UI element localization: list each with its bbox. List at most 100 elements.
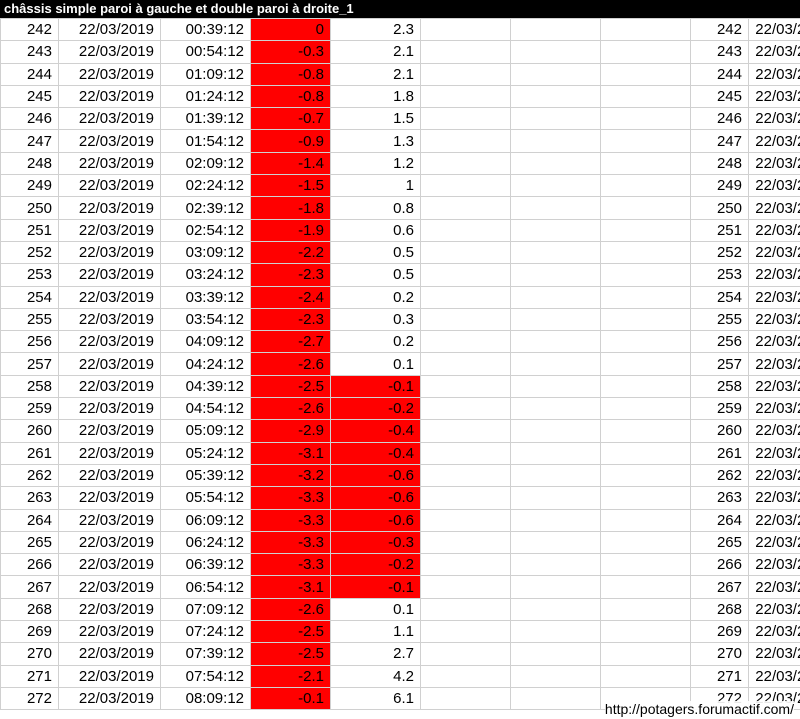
table-row[interactable]: 24622/03/201901:39:12-0.71.524622/03/201 — [1, 108, 800, 130]
cell-idx[interactable]: 260 — [1, 420, 59, 442]
cell-empty[interactable] — [511, 264, 601, 286]
cell-time[interactable]: 06:09:12 — [161, 509, 251, 531]
cell-idx[interactable]: 264 — [1, 509, 59, 531]
cell-date[interactable]: 22/03/2019 — [59, 85, 161, 107]
cell-v1[interactable]: -2.9 — [251, 420, 331, 442]
cell-date2[interactable]: 22/03/201 — [749, 19, 800, 41]
cell-empty[interactable] — [601, 554, 691, 576]
cell-v1[interactable]: -1.9 — [251, 219, 331, 241]
cell-date[interactable]: 22/03/2019 — [59, 264, 161, 286]
cell-date2[interactable]: 22/03/201 — [749, 108, 800, 130]
cell-idx[interactable]: 270 — [1, 643, 59, 665]
cell-empty[interactable] — [601, 108, 691, 130]
cell-date2[interactable]: 22/03/201 — [749, 621, 800, 643]
cell-empty[interactable] — [601, 464, 691, 486]
cell-date[interactable]: 22/03/2019 — [59, 353, 161, 375]
table-row[interactable]: 24922/03/201902:24:12-1.5124922/03/201 — [1, 175, 800, 197]
cell-idx[interactable]: 242 — [1, 19, 59, 41]
cell-idx2[interactable]: 268 — [691, 598, 749, 620]
cell-v1[interactable]: -2.3 — [251, 264, 331, 286]
cell-date[interactable]: 22/03/2019 — [59, 19, 161, 41]
cell-v2[interactable]: 0.3 — [331, 308, 421, 330]
cell-idx2[interactable]: 243 — [691, 41, 749, 63]
table-row[interactable]: 26322/03/201905:54:12-3.3-0.626322/03/20… — [1, 487, 800, 509]
table-row[interactable]: 27022/03/201907:39:12-2.52.727022/03/201 — [1, 643, 800, 665]
cell-date[interactable]: 22/03/2019 — [59, 219, 161, 241]
cell-empty[interactable] — [421, 353, 511, 375]
cell-date2[interactable]: 22/03/201 — [749, 308, 800, 330]
cell-empty[interactable] — [511, 621, 601, 643]
cell-idx2[interactable]: 261 — [691, 442, 749, 464]
cell-v1[interactable]: -2.6 — [251, 353, 331, 375]
cell-idx2[interactable]: 260 — [691, 420, 749, 442]
cell-time[interactable]: 00:54:12 — [161, 41, 251, 63]
cell-v2[interactable]: 0.1 — [331, 598, 421, 620]
cell-date2[interactable]: 22/03/201 — [749, 41, 800, 63]
cell-date2[interactable]: 22/03/201 — [749, 487, 800, 509]
cell-idx[interactable]: 263 — [1, 487, 59, 509]
cell-empty[interactable] — [601, 331, 691, 353]
cell-empty[interactable] — [601, 130, 691, 152]
cell-v1[interactable]: -0.8 — [251, 63, 331, 85]
cell-empty[interactable] — [421, 85, 511, 107]
cell-v2[interactable]: -0.6 — [331, 487, 421, 509]
cell-empty[interactable] — [421, 241, 511, 263]
cell-time[interactable]: 05:54:12 — [161, 487, 251, 509]
cell-time[interactable]: 03:54:12 — [161, 308, 251, 330]
cell-v2[interactable]: 1 — [331, 175, 421, 197]
cell-v1[interactable]: -2.1 — [251, 665, 331, 687]
cell-empty[interactable] — [421, 621, 511, 643]
cell-empty[interactable] — [511, 464, 601, 486]
cell-empty[interactable] — [421, 687, 511, 709]
cell-date2[interactable]: 22/03/201 — [749, 509, 800, 531]
cell-v1[interactable]: -3.1 — [251, 442, 331, 464]
cell-empty[interactable] — [421, 19, 511, 41]
cell-empty[interactable] — [511, 398, 601, 420]
cell-date[interactable]: 22/03/2019 — [59, 375, 161, 397]
table-row[interactable]: 24322/03/201900:54:12-0.32.124322/03/201 — [1, 41, 800, 63]
cell-v2[interactable]: 1.8 — [331, 85, 421, 107]
cell-v2[interactable]: 0.6 — [331, 219, 421, 241]
cell-idx2[interactable]: 263 — [691, 487, 749, 509]
cell-empty[interactable] — [601, 643, 691, 665]
cell-v2[interactable]: 0.5 — [331, 241, 421, 263]
table-row[interactable]: 25022/03/201902:39:12-1.80.825022/03/201 — [1, 197, 800, 219]
cell-idx[interactable]: 267 — [1, 576, 59, 598]
cell-time[interactable]: 02:54:12 — [161, 219, 251, 241]
cell-v1[interactable]: -1.4 — [251, 152, 331, 174]
cell-idx2[interactable]: 269 — [691, 621, 749, 643]
cell-v2[interactable]: 2.7 — [331, 643, 421, 665]
cell-v1[interactable]: -2.5 — [251, 375, 331, 397]
cell-v2[interactable]: 2.1 — [331, 63, 421, 85]
cell-date2[interactable]: 22/03/201 — [749, 665, 800, 687]
table-row[interactable]: 25322/03/201903:24:12-2.30.525322/03/201 — [1, 264, 800, 286]
cell-idx2[interactable]: 258 — [691, 375, 749, 397]
cell-idx2[interactable]: 264 — [691, 509, 749, 531]
cell-date[interactable]: 22/03/2019 — [59, 509, 161, 531]
cell-v1[interactable]: -1.8 — [251, 197, 331, 219]
cell-idx2[interactable]: 262 — [691, 464, 749, 486]
cell-date[interactable]: 22/03/2019 — [59, 643, 161, 665]
cell-date[interactable]: 22/03/2019 — [59, 487, 161, 509]
cell-empty[interactable] — [421, 175, 511, 197]
cell-date2[interactable]: 22/03/201 — [749, 420, 800, 442]
cell-empty[interactable] — [511, 598, 601, 620]
cell-date[interactable]: 22/03/2019 — [59, 442, 161, 464]
cell-v2[interactable]: 1.1 — [331, 621, 421, 643]
cell-empty[interactable] — [421, 554, 511, 576]
cell-date[interactable]: 22/03/2019 — [59, 286, 161, 308]
cell-v2[interactable]: 1.5 — [331, 108, 421, 130]
table-row[interactable]: 26922/03/201907:24:12-2.51.126922/03/201 — [1, 621, 800, 643]
cell-empty[interactable] — [511, 442, 601, 464]
cell-date2[interactable]: 22/03/201 — [749, 598, 800, 620]
cell-time[interactable]: 06:39:12 — [161, 554, 251, 576]
cell-date[interactable]: 22/03/2019 — [59, 576, 161, 598]
cell-empty[interactable] — [601, 175, 691, 197]
cell-empty[interactable] — [421, 331, 511, 353]
cell-time[interactable]: 05:39:12 — [161, 464, 251, 486]
cell-date2[interactable]: 22/03/201 — [749, 353, 800, 375]
cell-date2[interactable]: 22/03/201 — [749, 197, 800, 219]
cell-idx[interactable]: 271 — [1, 665, 59, 687]
cell-v2[interactable]: -0.4 — [331, 420, 421, 442]
cell-v1[interactable]: -3.3 — [251, 531, 331, 553]
